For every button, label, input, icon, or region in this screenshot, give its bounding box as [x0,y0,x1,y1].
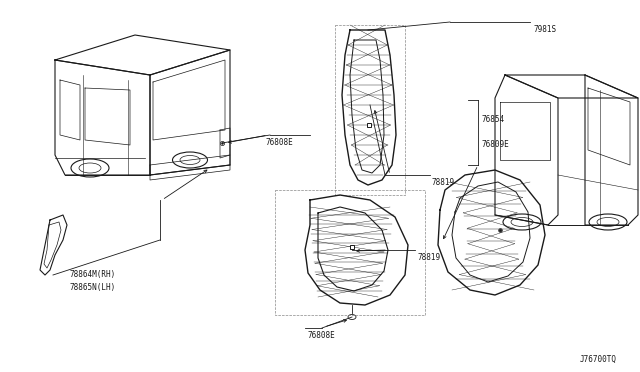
Text: 78865N(LH): 78865N(LH) [70,283,116,292]
Text: 7981S: 7981S [533,25,556,34]
Text: 76854: 76854 [481,115,504,124]
Text: J76700TQ: J76700TQ [580,355,617,364]
Text: 78819: 78819 [418,253,441,262]
Text: 78819: 78819 [432,178,455,187]
Text: 76809E: 76809E [481,140,509,149]
Text: 78864M(RH): 78864M(RH) [70,270,116,279]
Text: 76808E: 76808E [265,138,292,147]
Text: 76808E: 76808E [308,331,336,340]
